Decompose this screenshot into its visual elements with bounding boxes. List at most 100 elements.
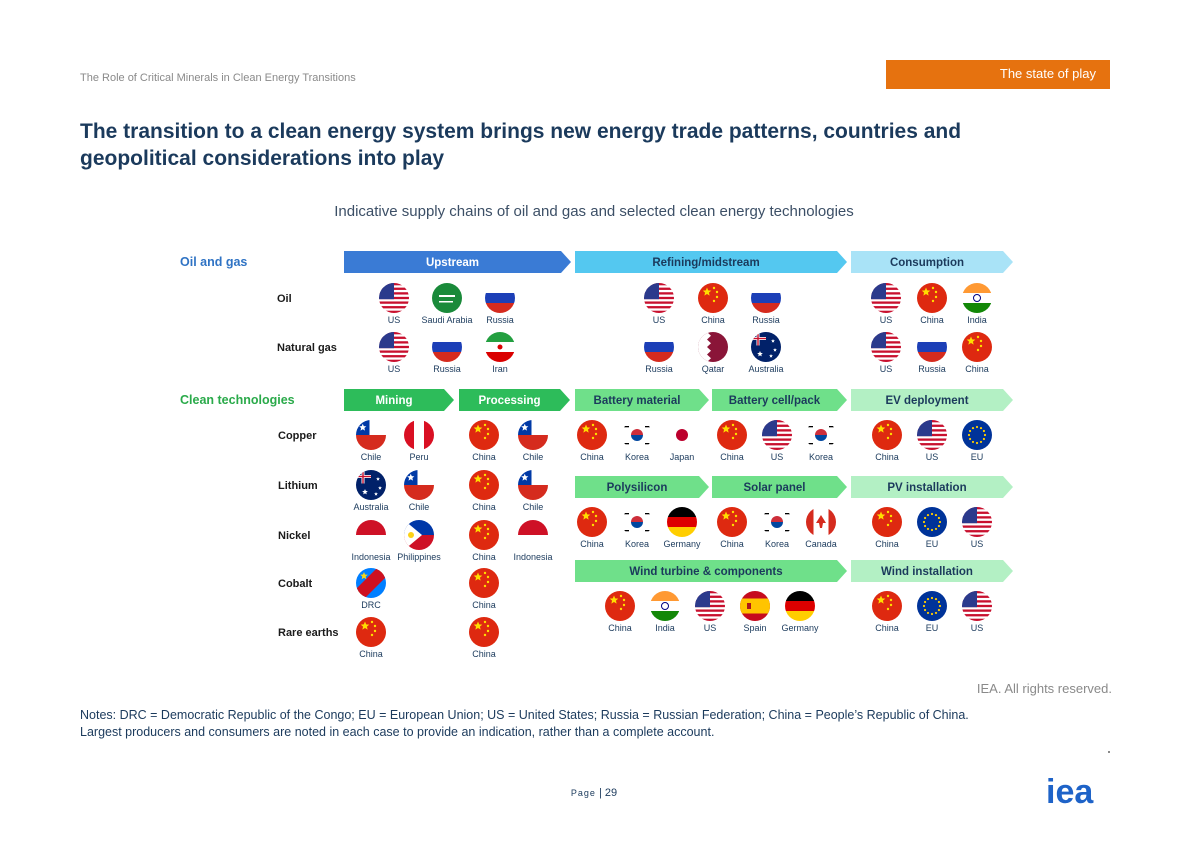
country-label-drc: DRC (361, 600, 381, 610)
section-badge-label: The state of play (999, 66, 1096, 81)
country-label-china: China (472, 649, 496, 659)
eu-flag-icon: EU (917, 507, 947, 549)
china-flag-icon: China (469, 420, 499, 462)
stage-arrow-upstream: Upstream (344, 251, 571, 273)
philippines-flag-icon: Philippines (397, 520, 441, 562)
country-label-chile: Chile (361, 452, 382, 462)
page-label: Page (570, 788, 596, 798)
row-label-rare-earths: Rare earths (278, 627, 339, 639)
stage-arrow-wind-installation: Wind installation (851, 560, 1013, 582)
stage-arrow-mining: Mining (344, 389, 454, 411)
russia-flag-icon: Russia (485, 283, 515, 325)
stage-arrow-shape (712, 476, 847, 498)
stage-arrow-shape (851, 560, 1013, 582)
country-label-china: China (472, 600, 496, 610)
chile-flag-icon: Chile (356, 420, 386, 462)
china-flag-icon: China (717, 420, 747, 462)
china-flag-icon: China (577, 507, 607, 549)
country-label-chile: Chile (409, 502, 430, 512)
stage-arrow-shape (575, 251, 847, 273)
china-flag-icon: China (872, 507, 902, 549)
country-label-russia: Russia (486, 315, 514, 325)
page-headline: The transition to a clean energy system … (80, 120, 962, 170)
saudi-flag-icon: Saudi Arabia (421, 283, 473, 325)
china-flag-icon: China (605, 591, 635, 633)
china-flag-icon: China (469, 470, 499, 512)
australia-flag-icon: Australia (748, 332, 784, 374)
us-flag-icon: US (962, 507, 992, 549)
stage-arrow-solar-panel: Solar panel (712, 476, 847, 498)
country-label-china: China (720, 452, 744, 462)
china-flag-icon: China (717, 507, 747, 549)
stage-arrow-shape (851, 251, 1013, 273)
oil-gas-heading: Oil and gas (180, 255, 247, 269)
stage-arrow-battery-material: Battery material (575, 389, 709, 411)
stage-arrow-shape (575, 389, 709, 411)
country-label-china: China (608, 623, 632, 633)
country-label-qatar: Qatar (702, 364, 725, 374)
japan-flag-icon: Japan (667, 420, 697, 462)
australia-flag-icon: Australia (353, 470, 389, 512)
country-label-germany: Germany (781, 623, 819, 633)
stage-label: Solar panel (744, 482, 806, 494)
country-label-russia: Russia (645, 364, 673, 374)
supply-chain-diagram: Oil and gas Upstream Refining/midstream Con… (180, 251, 1013, 659)
stage-arrow-ev-deployment: EV deployment (851, 389, 1013, 411)
us-flag-icon: US (917, 420, 947, 462)
country-label-indonesia: Indonesia (351, 552, 390, 562)
stage-arrow-shape (851, 389, 1013, 411)
country-label-china: China (920, 315, 944, 325)
canada-flag-icon: Canada (805, 507, 837, 549)
country-label-us: US (971, 539, 984, 549)
iran-flag-icon: Iran (485, 332, 515, 374)
stage-arrow-shape (851, 476, 1013, 498)
country-label-china: China (472, 452, 496, 462)
stage-arrow-polysilicon: Polysilicon (575, 476, 709, 498)
stage-arrow-processing: Processing (459, 389, 570, 411)
page-number-value: 29 (604, 787, 618, 799)
country-label-us: US (653, 315, 666, 325)
china-flag-icon: China (469, 617, 499, 659)
us-flag-icon: US (871, 283, 901, 325)
korea-flag-icon: Korea (806, 420, 836, 462)
stage-arrow-shape (575, 560, 847, 582)
china-flag-icon: China (962, 332, 992, 374)
russia-flag-icon: Russia (917, 332, 947, 374)
stage-arrow-wind-turbine-components: Wind turbine & components (575, 560, 847, 582)
country-label-chile: Chile (523, 452, 544, 462)
china-flag-icon: China (469, 568, 499, 610)
eu-flag-icon: EU (962, 420, 992, 462)
notes-line-2: Largest producers and consumers are note… (80, 725, 715, 739)
country-label-germany: Germany (663, 539, 701, 549)
stage-arrow-shape (344, 389, 454, 411)
china-flag-icon: China (872, 420, 902, 462)
stage-arrow-battery-cell-pack: Battery cell/pack (712, 389, 847, 411)
country-label-us: US (388, 364, 401, 374)
us-flag-icon: US (871, 332, 901, 374)
india-flag-icon: India (650, 591, 680, 633)
peru-flag-icon: Peru (404, 420, 434, 462)
country-label-china: China (580, 452, 604, 462)
country-label-spain: Spain (743, 623, 766, 633)
country-label-australia: Australia (748, 364, 783, 374)
china-flag-icon: China (698, 283, 728, 325)
page-number: Page | 29 (570, 787, 618, 799)
eu-flag-icon: EU (917, 591, 947, 633)
figure-notes: Notes: DRC = Democratic Republic of the … (80, 707, 1120, 741)
country-label-chile: Chile (523, 502, 544, 512)
decorative-dot (1108, 751, 1110, 753)
country-label-china: China (472, 502, 496, 512)
stage-label: PV installation (887, 482, 966, 494)
country-label-china: China (875, 623, 899, 633)
us-flag-icon: US (379, 332, 409, 374)
germany-flag-icon: Germany (781, 591, 819, 633)
country-label-indonesia: Indonesia (513, 552, 552, 562)
country-label-india: India (967, 315, 987, 325)
country-label-us: US (926, 452, 939, 462)
stage-label: EV deployment (885, 395, 968, 407)
stage-label: Processing (479, 395, 541, 407)
section-badge: The state of play (886, 60, 1110, 89)
country-label-korea: Korea (625, 452, 649, 462)
country-label-philippines: Philippines (397, 552, 441, 562)
copyright-credit: IEA. All rights reserved. (976, 681, 1112, 696)
